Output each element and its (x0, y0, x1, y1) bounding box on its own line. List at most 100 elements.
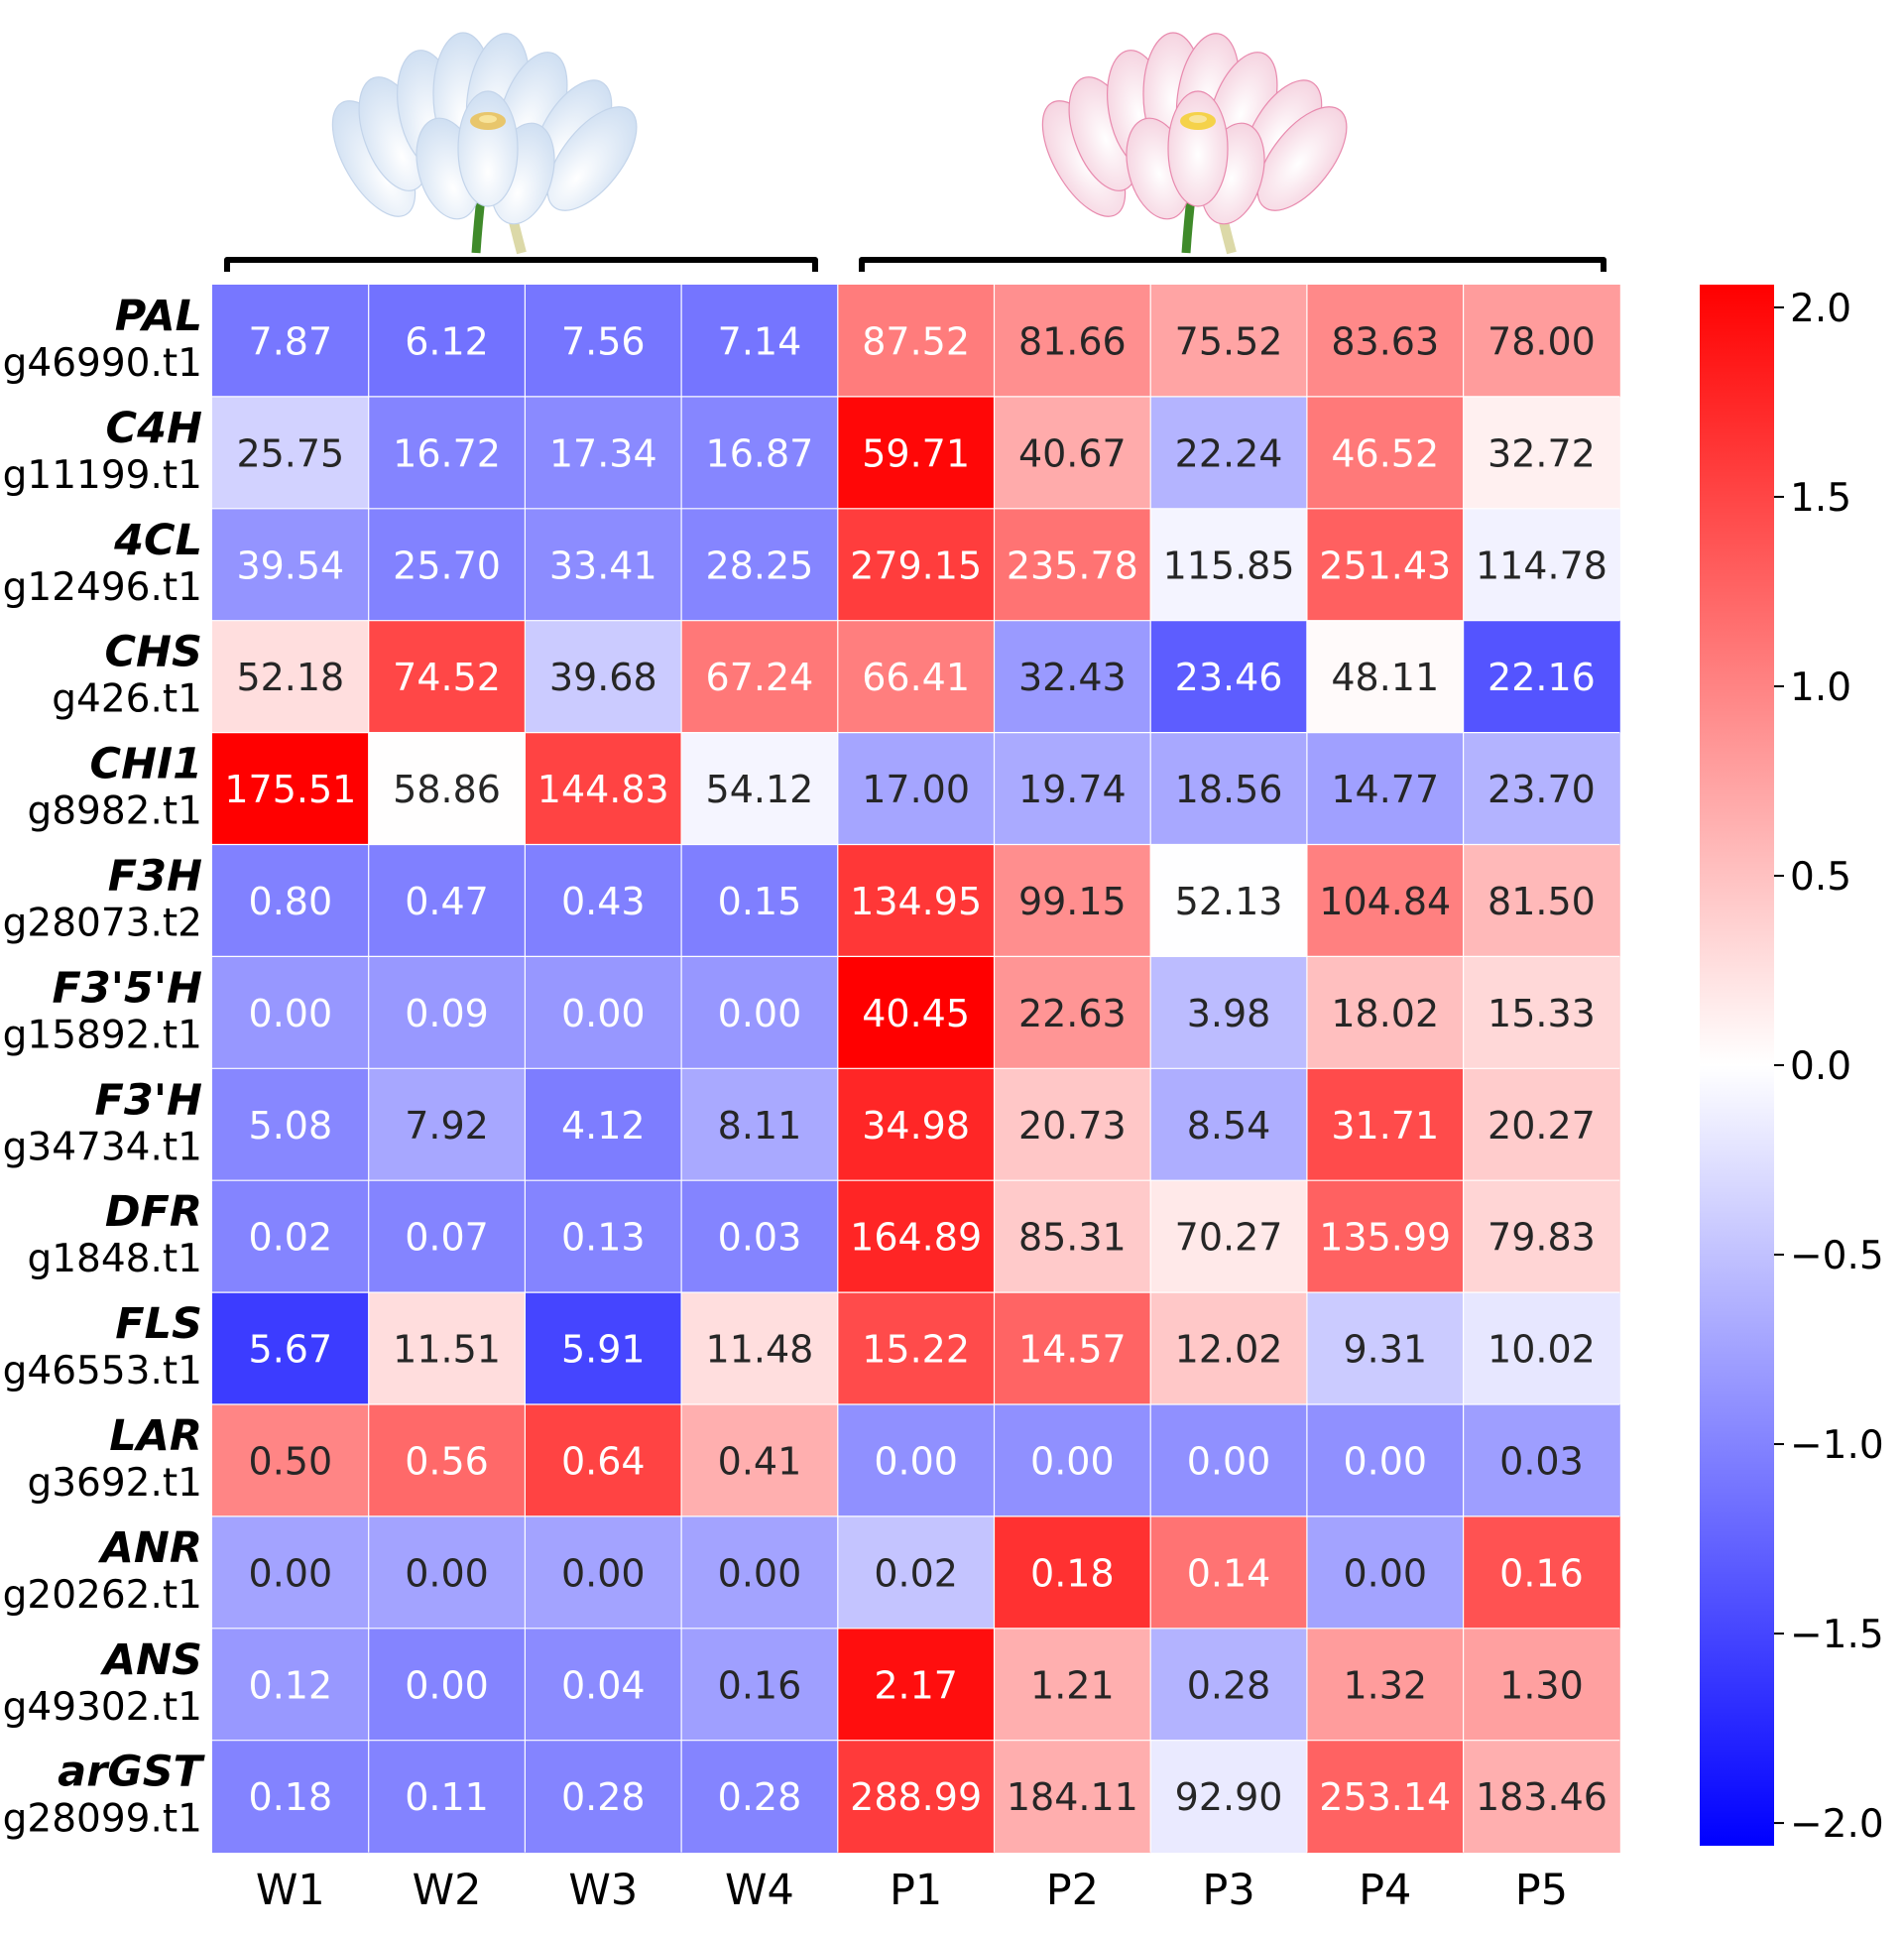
cell-value-label: 3.98 (1187, 992, 1271, 1035)
cell-value-label: 15.33 (1488, 992, 1596, 1035)
cell-value-label: 23.46 (1175, 656, 1283, 699)
heatmap-cell (525, 1515, 682, 1630)
cell-value-label: 16.87 (706, 431, 814, 475)
row-gene-label: 4CL (113, 516, 202, 565)
heatmap-cell (837, 285, 995, 398)
cell-value-label: 235.78 (1007, 544, 1138, 587)
cell-value-label: 0.00 (561, 992, 646, 1035)
heatmap-cell (994, 1740, 1151, 1854)
heatmap-cell (1463, 508, 1620, 622)
heatmap-cell (212, 956, 370, 1069)
cell-value-label: 115.85 (1163, 544, 1295, 587)
heatmap-cell (1306, 285, 1465, 398)
cell-value-label: 48.11 (1331, 656, 1439, 699)
cell-value-label: 33.41 (549, 544, 657, 587)
cell-value-label: 14.57 (1018, 1328, 1127, 1372)
column-label: W4 (725, 1866, 794, 1915)
cell-value-label: 0.00 (249, 992, 333, 1035)
heatmap-cell (1306, 1068, 1465, 1181)
column-label: P2 (1046, 1866, 1099, 1915)
cell-value-label: 1.21 (1030, 1663, 1115, 1707)
row-id-label: g46990.t1 (3, 341, 202, 386)
row-id-label: g20262.t1 (3, 1573, 202, 1618)
cell-value-label: 17.34 (549, 431, 657, 475)
cell-value-label: 0.16 (718, 1663, 802, 1707)
cell-value-label: 0.07 (405, 1216, 489, 1260)
cell-value-label: 11.51 (393, 1328, 501, 1372)
heatmap-cell (1306, 956, 1465, 1069)
cell-value-label: 92.90 (1175, 1775, 1283, 1819)
cell-value-label: 0.00 (874, 1439, 958, 1483)
heatmap-cell (994, 508, 1151, 622)
cell-value-label: 46.52 (1331, 431, 1439, 475)
column-label: W2 (413, 1866, 482, 1915)
cell-value-label: 87.52 (862, 319, 970, 363)
cell-value-label: 164.89 (850, 1216, 982, 1260)
heatmap-cell (837, 508, 995, 622)
heatmap-cell (1150, 396, 1308, 510)
cell-value-label: 66.41 (862, 656, 970, 699)
row-id-label: g8982.t1 (27, 789, 202, 834)
cell-value-label: 2.17 (874, 1663, 958, 1707)
heatmap-cell (212, 732, 370, 845)
row-gene-label: DFR (105, 1187, 202, 1237)
cell-value-label: 1.30 (1499, 1663, 1584, 1707)
row-id-label: g12496.t1 (3, 565, 202, 610)
heatmap-cell (212, 285, 370, 398)
cell-value-label: 32.43 (1018, 656, 1127, 699)
heatmap-cell (681, 285, 839, 398)
heatmap-cell (368, 1180, 526, 1293)
heatmap-cell (1463, 1740, 1620, 1854)
heatmap-cell (212, 620, 370, 734)
heatmap-cell (1306, 1404, 1465, 1517)
cell-value-label: 184.11 (1007, 1775, 1138, 1819)
heatmap-cell (837, 1292, 995, 1405)
cell-value-label: 7.92 (405, 1104, 489, 1148)
heatmap-cell (1463, 285, 1620, 398)
row-gene-label: ANS (100, 1635, 202, 1685)
heatmap-cell (1463, 620, 1620, 734)
heatmap-cell (368, 844, 526, 957)
heatmap-cell (212, 1180, 370, 1293)
colorbar-tick-label: 1.5 (1790, 476, 1851, 521)
cell-value-label: 0.12 (249, 1663, 333, 1707)
cell-value-label: 0.15 (718, 880, 802, 923)
column-label: P4 (1359, 1866, 1411, 1915)
cell-value-label: 0.18 (249, 1775, 333, 1819)
cell-value-label: 85.31 (1018, 1216, 1127, 1260)
cell-value-label: 5.67 (249, 1328, 333, 1372)
heatmap-cell (368, 1740, 526, 1854)
heatmap-cell (1463, 844, 1620, 957)
cell-value-label: 0.00 (1343, 1439, 1427, 1483)
heatmap-cell (1306, 396, 1465, 510)
heatmap-cell (212, 1404, 370, 1517)
colorbar-tick-label: −1.5 (1790, 1613, 1884, 1657)
heatmap-cell (525, 508, 682, 622)
heatmap-cell (1150, 620, 1308, 734)
heatmap-cell (994, 396, 1151, 510)
heatmap-cell (368, 956, 526, 1069)
cell-value-label: 39.68 (549, 656, 657, 699)
column-label: P1 (890, 1866, 942, 1915)
row-id-label: g1848.t1 (27, 1237, 202, 1281)
heatmap-cell (1150, 1292, 1308, 1405)
pink-flower-image (1041, 32, 1348, 255)
row-id-label: g3692.t1 (27, 1461, 202, 1506)
colorbar-tick-label: 0.5 (1790, 855, 1851, 900)
cell-value-label: 81.50 (1488, 880, 1596, 923)
heatmap-cell (525, 1068, 682, 1181)
cell-value-label: 40.45 (862, 992, 970, 1035)
heatmap-cell (1463, 396, 1620, 510)
heatmap-cell (1463, 956, 1620, 1069)
cell-value-label: 0.00 (405, 1551, 489, 1595)
heatmap-cell (681, 620, 839, 734)
cell-value-label: 11.48 (706, 1328, 814, 1372)
cell-value-label: 12.02 (1175, 1328, 1283, 1372)
cell-value-label: 0.03 (1499, 1439, 1584, 1483)
heatmap-cell (681, 1292, 839, 1405)
cell-value-label: 70.27 (1175, 1216, 1283, 1260)
column-label: W3 (568, 1866, 638, 1915)
heatmap-cell (1306, 1180, 1465, 1293)
heatmap-cell (525, 620, 682, 734)
